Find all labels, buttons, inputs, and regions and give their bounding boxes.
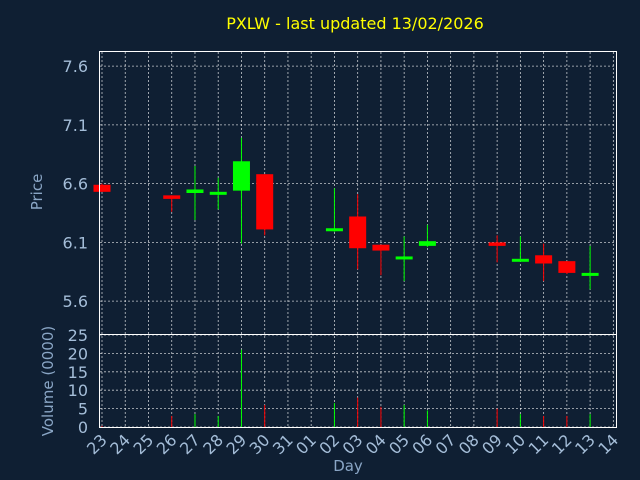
candle-body (418, 241, 436, 246)
candle-body (232, 161, 250, 191)
price-tick-label: 6.1 (63, 233, 88, 252)
price-tick-label: 6.6 (63, 175, 88, 194)
candle-body (256, 174, 274, 230)
candle-body (488, 242, 506, 246)
candle-body (209, 191, 227, 195)
volume-tick-label: 0 (78, 418, 88, 437)
candle-body (163, 195, 181, 199)
price-axis-label: Price (28, 174, 46, 211)
candle-body (511, 258, 529, 262)
candles (93, 137, 599, 290)
volume-bars (101, 349, 591, 427)
price-tick-label: 7.6 (63, 57, 88, 76)
candle-body (581, 272, 599, 276)
volume-tick-label: 20 (68, 344, 88, 363)
volume-tick-label: 15 (68, 363, 88, 382)
volume-tick-label: 10 (68, 381, 88, 400)
volume-tick-label: 5 (78, 400, 88, 419)
candle-body (535, 255, 553, 264)
candle-body (186, 189, 204, 193)
volume-panel-frame (99, 334, 617, 428)
price-tick-label: 7.1 (63, 116, 88, 135)
candle-body (93, 184, 111, 192)
x-tick-label: 14 (594, 430, 622, 458)
x-axis-label: Day (333, 457, 363, 475)
chart-title: PXLW - last updated 13/02/2026 (226, 14, 484, 33)
candle-body (395, 256, 413, 260)
volume-axis-label: Volume (0000) (39, 326, 57, 436)
candle-body (558, 261, 576, 273)
price-tick-label: 5.6 (63, 292, 88, 311)
candle-body (372, 244, 390, 251)
candle-body (349, 216, 367, 249)
volume-tick-label: 25 (68, 326, 88, 345)
candle-body (325, 228, 343, 232)
